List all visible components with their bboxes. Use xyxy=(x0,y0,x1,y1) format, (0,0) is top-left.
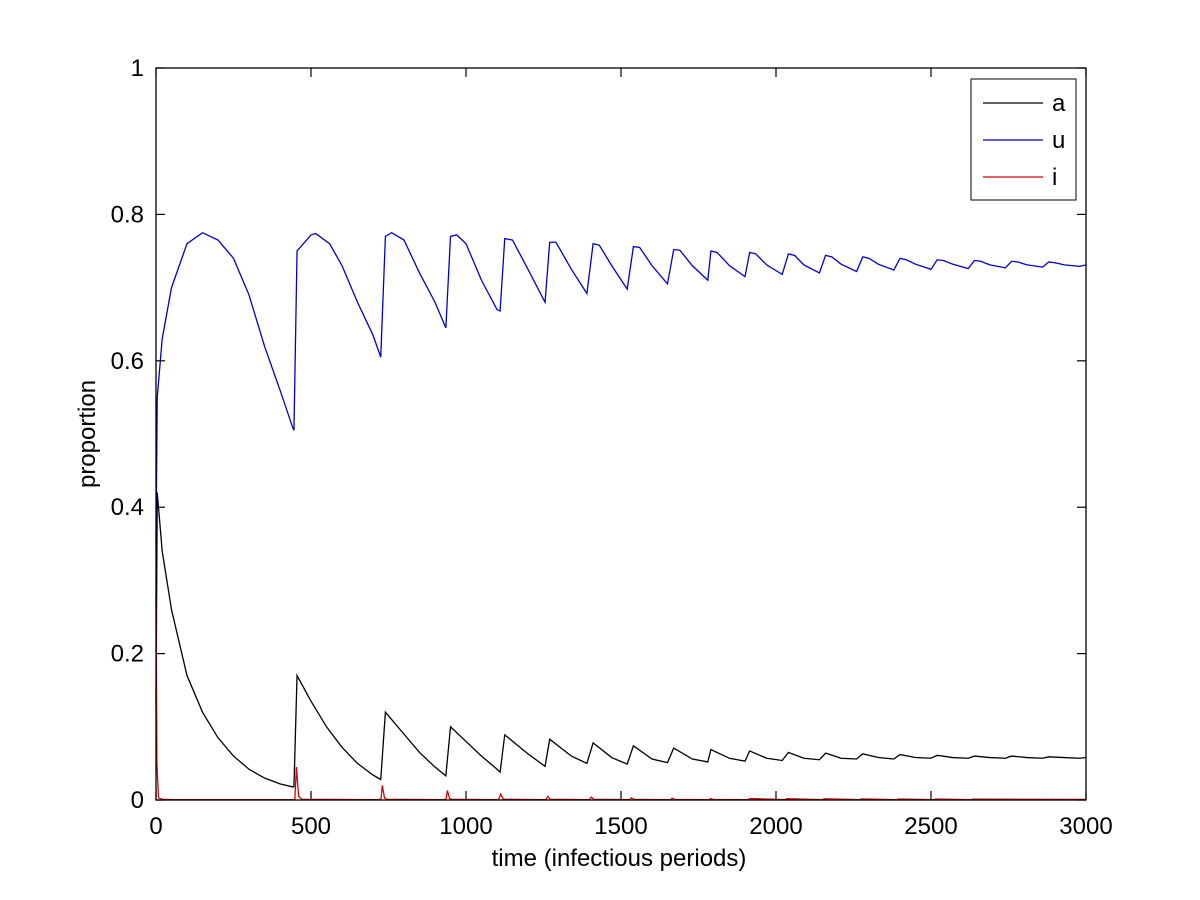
plot-lines xyxy=(155,231,1087,801)
legend-label-a: a xyxy=(1052,90,1066,117)
x-tick-label: 1500 xyxy=(594,813,647,840)
series-line-u xyxy=(155,231,1087,544)
x-tick-label: 500 xyxy=(291,813,331,840)
y-tick-label: 0.2 xyxy=(111,641,144,668)
x-tick-label: 3000 xyxy=(1059,813,1112,840)
legend-label-u: u xyxy=(1052,127,1065,154)
x-tick-label: 2500 xyxy=(904,813,957,840)
y-tick-label: 0.8 xyxy=(111,201,144,228)
x-tick-label: 1000 xyxy=(439,813,492,840)
y-tick-label: 1 xyxy=(131,55,144,82)
y-axis-ticks: 0 0.2 0.4 0.6 0.8 1 xyxy=(111,55,1086,814)
plot-frame xyxy=(155,67,1087,801)
legend: aui xyxy=(970,78,1077,201)
x-tick-label: 2000 xyxy=(749,813,802,840)
y-tick-label: 0.6 xyxy=(111,348,144,375)
legend-label-i: i xyxy=(1052,164,1057,191)
y-axis-label: proportion xyxy=(74,380,101,488)
legend-entries: aui xyxy=(983,90,1066,191)
x-axis-label: time (infectious periods) xyxy=(492,845,747,872)
x-axis-ticks: 0 500 1000 1500 2000 2500 3000 xyxy=(149,68,1113,840)
series-line-a xyxy=(155,492,1087,788)
y-tick-label: 0.4 xyxy=(111,494,144,521)
series-line-i xyxy=(155,595,1087,801)
y-tick-label: 0 xyxy=(131,787,144,814)
x-tick-label: 0 xyxy=(149,813,162,840)
